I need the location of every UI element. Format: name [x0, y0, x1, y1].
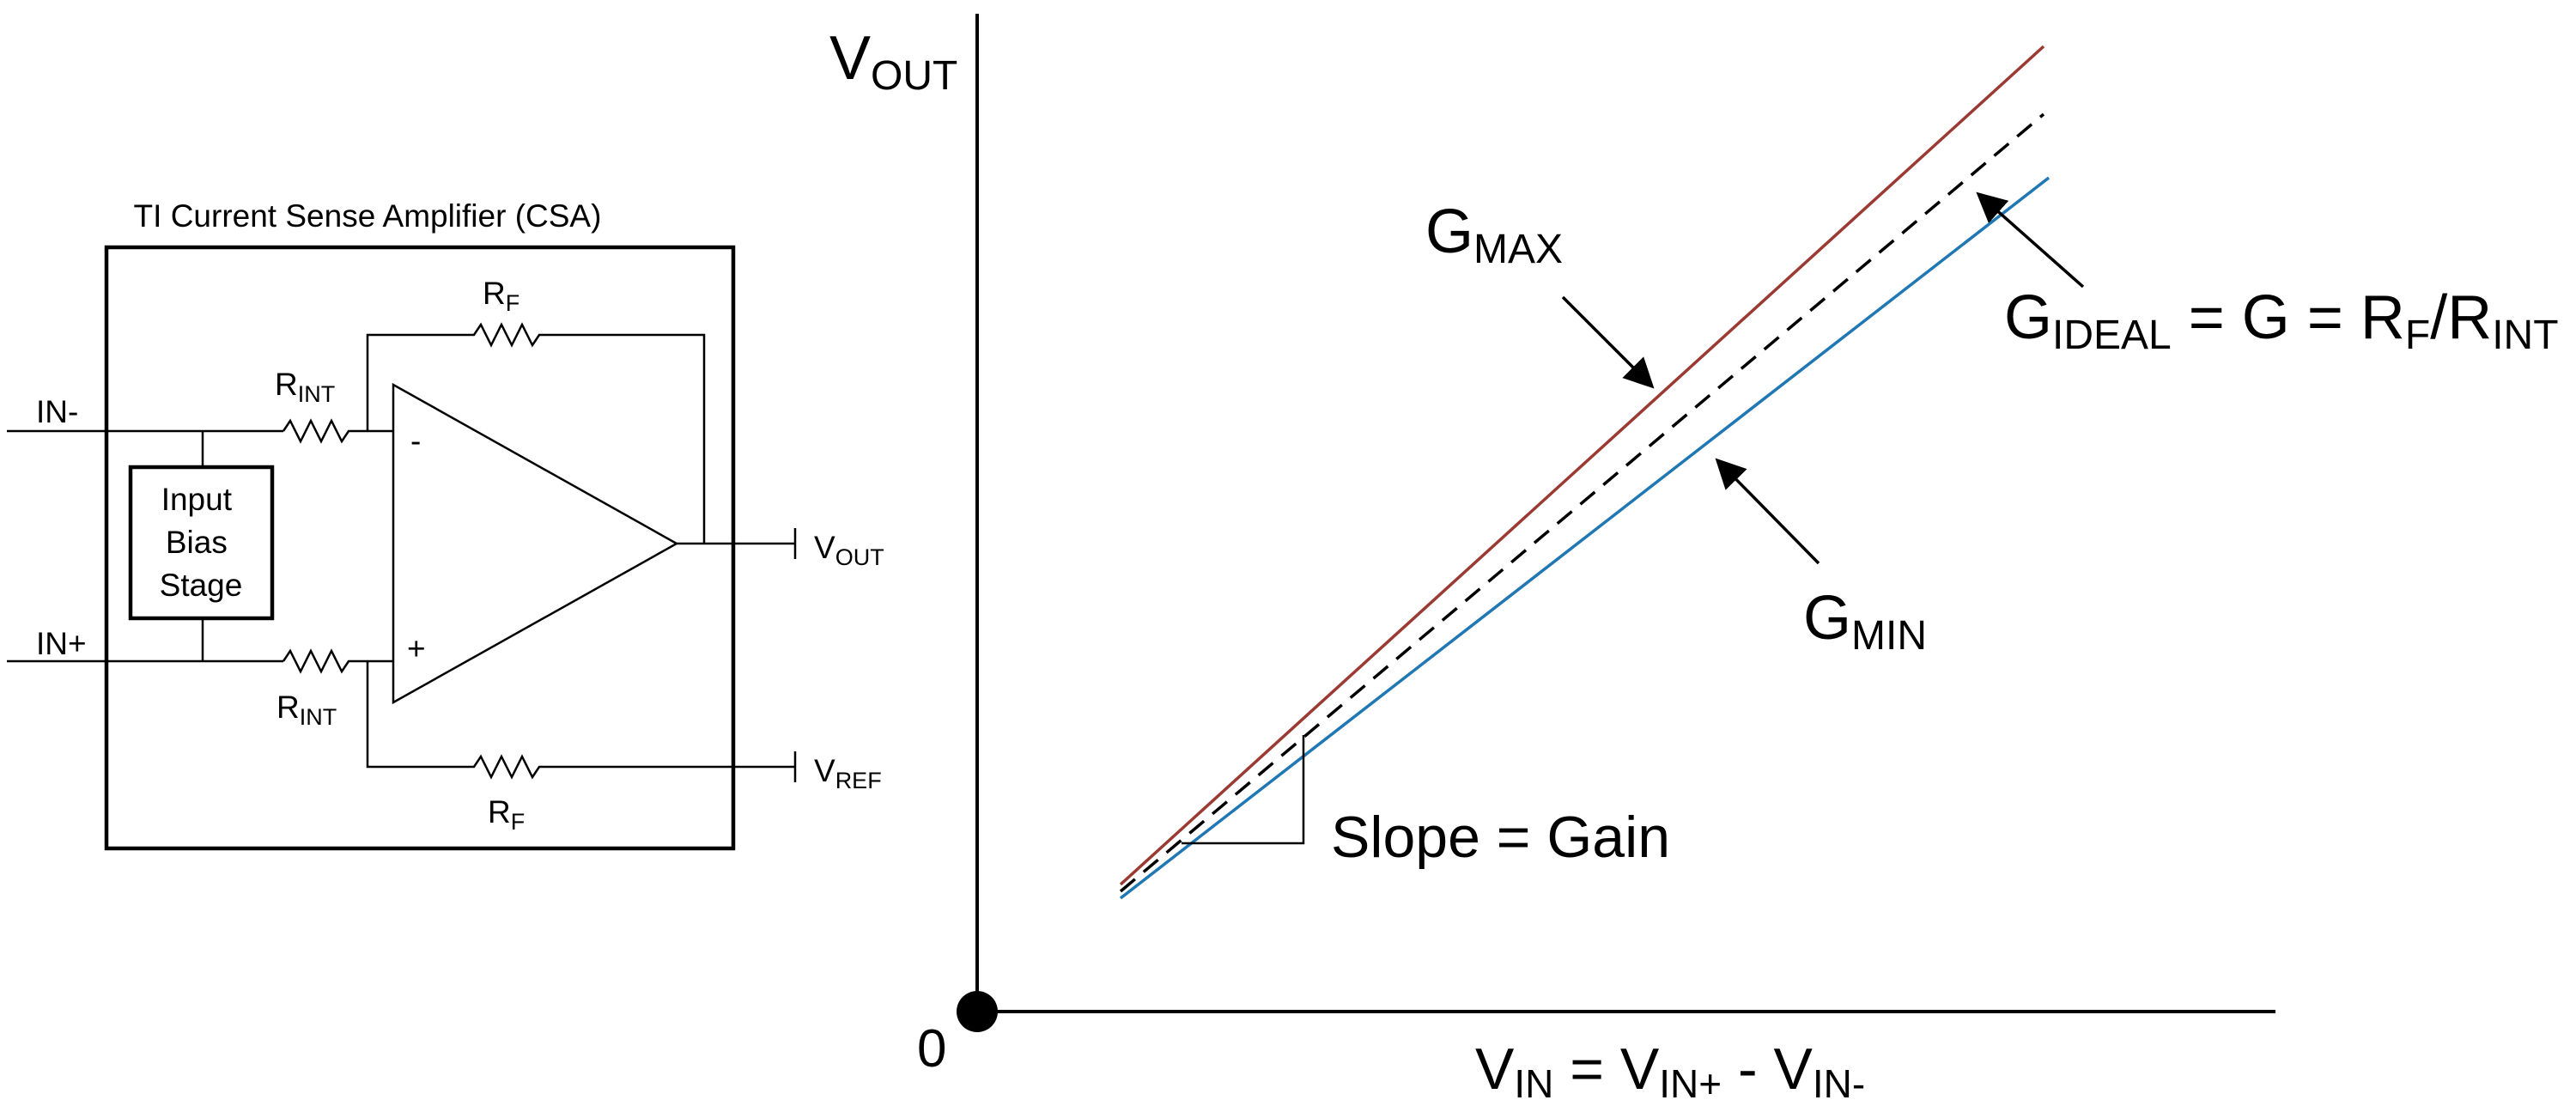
slope-triangle [1182, 735, 1305, 845]
gideal-line [1119, 112, 2045, 893]
rf-bottom-label: RF [488, 794, 525, 835]
rf-top-label: RF [483, 276, 519, 316]
input-bias-stage-label: Input Bias Stage [160, 482, 243, 603]
slope-label: Slope = Gain [1331, 805, 1670, 870]
csa-title: TI Current Sense Amplifier (CSA) [134, 198, 602, 234]
origin-label: 0 [917, 1019, 946, 1079]
rint-bottom-resistor [282, 648, 393, 674]
gideal-label: GIDEAL = G = RF/RINT [2004, 283, 2559, 358]
input-bias-stage-box [128, 465, 275, 621]
opamp-minus-sign: - [410, 423, 421, 459]
rf-bottom-wire [366, 661, 795, 780]
y-axis-label: VOUT [829, 24, 957, 99]
opamp-plus-sign: + [407, 631, 426, 666]
gmax-arrow [1561, 295, 1655, 389]
rf-top-feedback-wire [366, 322, 706, 544]
rint-top-label: RINT [275, 367, 335, 407]
rint-bottom-label: RINT [276, 690, 337, 730]
gideal-arrow [1976, 191, 2085, 289]
in-minus-label: IN- [36, 394, 78, 429]
opamp-triangle [392, 382, 679, 705]
csa-circuit: TI Current Sense Amplifier (CSA) IN- IN+… [7, 198, 884, 851]
gmin-line [1119, 176, 2050, 900]
rint-top-resistor [282, 418, 393, 444]
vout-pin-label: VOUT [814, 530, 884, 570]
x-axis-label: VIN = VIN+ - VIN- [1475, 1036, 1865, 1100]
gmin-label: GMIN [1803, 584, 1927, 659]
in-plus-label: IN+ [36, 626, 87, 661]
gmin-arrow [1715, 458, 1820, 565]
csa-box [104, 245, 736, 851]
gmax-line [1119, 45, 2045, 886]
origin-dot [957, 991, 998, 1032]
gain-graph: 0 VOUT VIN = VIN+ - VIN- Slope = Gain GM… [829, 14, 2559, 1100]
gmax-label: GMAX [1425, 198, 1563, 272]
vref-pin-label: VREF [814, 753, 882, 793]
